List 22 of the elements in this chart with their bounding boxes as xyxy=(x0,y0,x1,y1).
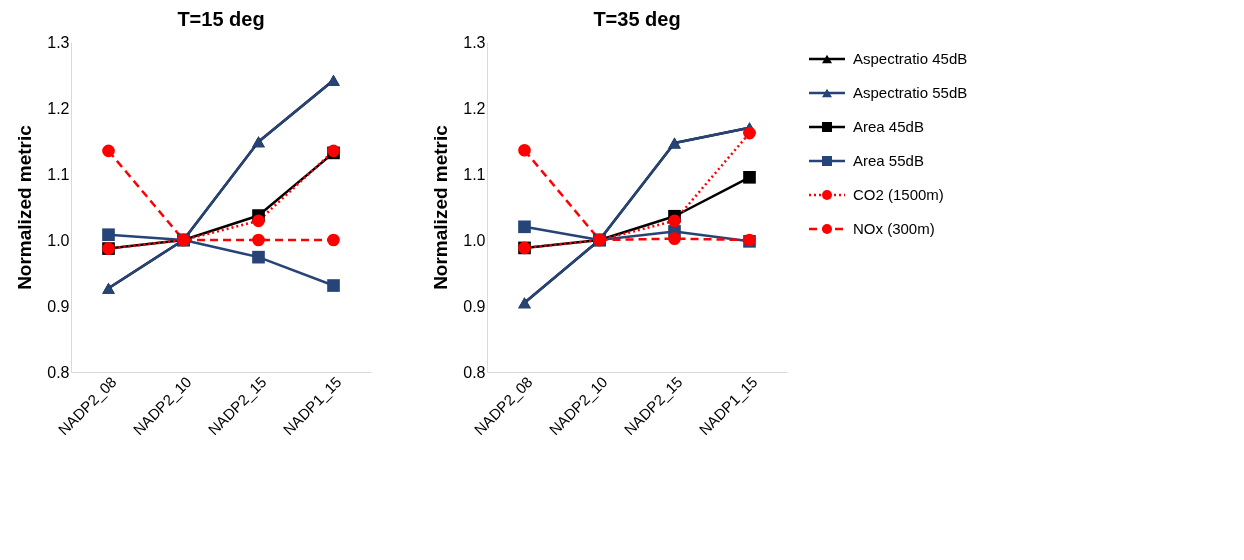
y-tick-label: 0.9 xyxy=(463,297,486,315)
y-tick-label: 0.9 xyxy=(47,297,70,315)
y-tick-label: 1.3 xyxy=(463,33,486,51)
legend-label: Area 45dB xyxy=(853,118,924,135)
chart-title: T=35 deg xyxy=(593,8,681,30)
legend-label: Aspectratio 45dB xyxy=(853,50,968,67)
y-axis-title: Normalized metric xyxy=(430,124,452,290)
y-axis-title: Normalized metric xyxy=(14,124,36,290)
y-tick-label: 1.1 xyxy=(463,165,486,183)
legend-label: CO2 (1500m) xyxy=(853,186,944,203)
legend-label: NOx (300m) xyxy=(853,220,935,237)
legend-label: Aspectratio 55dB xyxy=(853,84,968,101)
y-tick-label: 1.2 xyxy=(47,99,70,117)
y-tick-label: 1.0 xyxy=(463,231,486,249)
legend-label: Area 55dB xyxy=(853,152,924,169)
y-tick-label: 1.1 xyxy=(47,165,70,183)
y-tick-label: 1.0 xyxy=(47,231,70,249)
y-tick-label: 0.8 xyxy=(47,363,70,381)
y-tick-label: 1.2 xyxy=(463,99,486,117)
y-tick-label: 1.3 xyxy=(47,33,70,51)
y-tick-label: 0.8 xyxy=(463,363,486,381)
chart-title: T=15 deg xyxy=(177,8,265,30)
